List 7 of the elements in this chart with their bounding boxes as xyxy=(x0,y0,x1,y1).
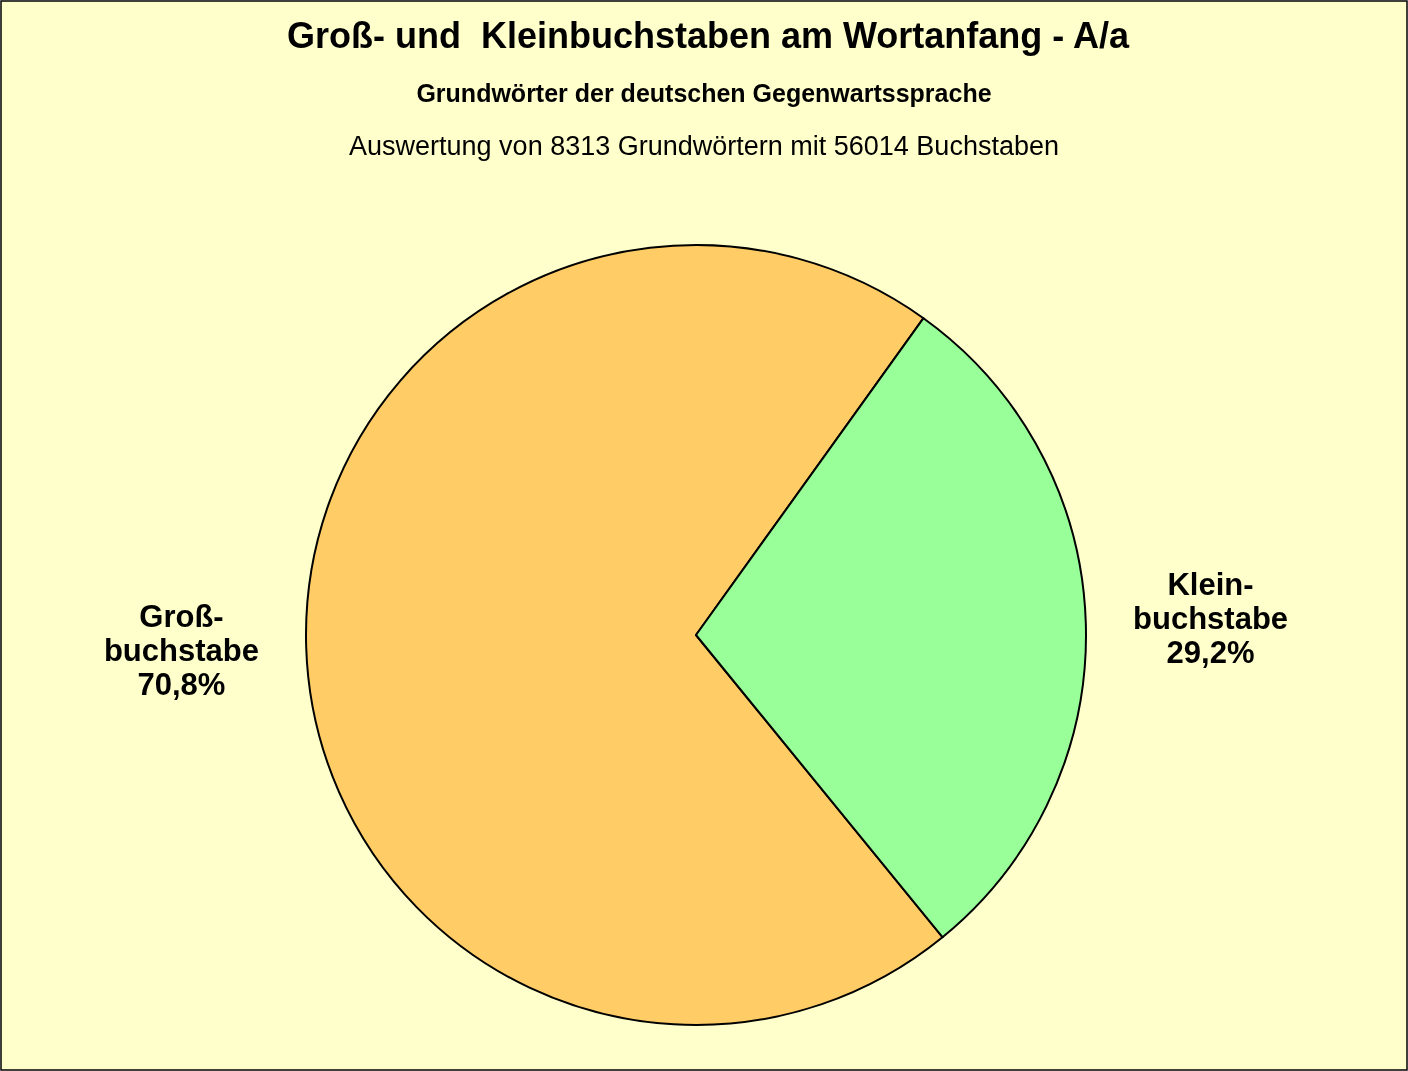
slice-label: Groß- buchstabe xyxy=(103,598,259,668)
data-label: 70,8% xyxy=(137,666,226,702)
text: Auswertung von 8313 Grundwörtern mit 56014 Buchstaben xyxy=(349,131,1059,161)
slice-label: Klein- buchstabe xyxy=(1133,567,1289,637)
chart-title: Groß- und Kleinbuchstaben am Wortanfang - A/a xyxy=(286,15,1130,56)
data-label: 29,2% xyxy=(1166,635,1255,671)
chart-subtitle: Grundwörter der deutschen Gegenwartssprache xyxy=(416,79,992,107)
